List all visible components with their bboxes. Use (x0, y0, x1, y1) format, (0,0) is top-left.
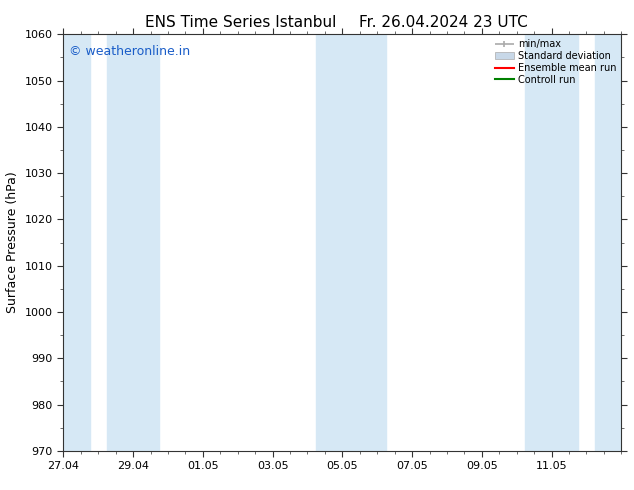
Bar (595, 34, 621, 451)
Bar (107, 34, 159, 451)
Bar (63, 34, 89, 451)
Text: Fr. 26.04.2024 23 UTC: Fr. 26.04.2024 23 UTC (359, 15, 528, 30)
Bar (316, 34, 386, 451)
Bar (526, 34, 578, 451)
Legend: min/max, Standard deviation, Ensemble mean run, Controll run: min/max, Standard deviation, Ensemble me… (493, 37, 618, 87)
Text: © weatheronline.in: © weatheronline.in (69, 45, 190, 58)
Text: ENS Time Series Istanbul: ENS Time Series Istanbul (145, 15, 337, 30)
Y-axis label: Surface Pressure (hPa): Surface Pressure (hPa) (6, 172, 19, 314)
